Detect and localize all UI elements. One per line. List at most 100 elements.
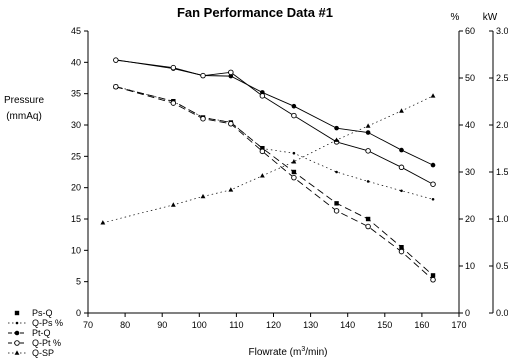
data-point — [200, 115, 206, 122]
x-tick-label: 80 — [120, 320, 130, 330]
y-tick-label: 25 — [71, 151, 81, 161]
data-point — [398, 164, 405, 171]
y3-tick-label: 1.5 — [496, 167, 508, 177]
data-point — [365, 148, 371, 154]
x-tick-label: 120 — [266, 320, 281, 330]
data-point — [399, 147, 404, 153]
y-tick-label: 30 — [71, 120, 81, 130]
series-q-sp — [100, 93, 436, 225]
series-ps-q — [113, 84, 436, 278]
data-point — [333, 208, 340, 214]
y2-tick-label: 30 — [465, 167, 475, 177]
data-point — [398, 248, 405, 255]
series-line — [102, 95, 434, 224]
legend-label: Pt-Q — [32, 328, 51, 338]
legend-item: Q-Ps % — [8, 318, 63, 328]
y3-tick-label: 0.5 — [496, 261, 508, 271]
series-q-pt — [113, 84, 436, 283]
data-point — [400, 189, 403, 193]
y-tick-label: 20 — [71, 183, 81, 193]
series-q-ps — [114, 85, 435, 201]
legend-item: Ps-Q — [14, 308, 53, 318]
data-point — [200, 72, 206, 79]
y3-tick-label: 1.0 — [496, 214, 508, 224]
data-point — [291, 112, 297, 119]
data-point — [291, 169, 297, 175]
data-point — [430, 181, 436, 187]
data-point — [334, 137, 339, 142]
y2-axis-label: % — [451, 12, 460, 23]
y2-tick-label: 50 — [465, 73, 475, 83]
y3-tick-label: 2.0 — [496, 120, 508, 130]
data-point — [366, 180, 370, 183]
x-tick-label: 110 — [229, 320, 243, 330]
series-line — [115, 59, 434, 185]
data-point — [291, 103, 297, 109]
data-point — [170, 202, 176, 207]
y3-axis-label: kW — [483, 12, 498, 23]
data-point — [259, 173, 265, 178]
x-tick-label: 160 — [414, 320, 429, 330]
y-tick-label: 40 — [71, 57, 81, 67]
y2-tick-label: 40 — [465, 120, 475, 130]
x-tick-label: 170 — [451, 320, 466, 330]
legend: Ps-QQ-Ps %Pt-QQ-Pt %Q-SP — [8, 308, 63, 358]
x-tick-label: 100 — [192, 320, 207, 330]
data-point — [430, 162, 436, 168]
data-point — [170, 100, 177, 106]
data-point — [335, 170, 338, 174]
data-point — [334, 201, 339, 206]
series-pt-q — [113, 57, 436, 168]
legend-marker — [14, 330, 20, 336]
y-tick-label: 10 — [71, 245, 81, 255]
x-tick-label: 70 — [83, 320, 93, 330]
x-axis-label: Flowrate (m3/min) — [249, 346, 328, 358]
y-axis-label-line1: Pressure — [4, 95, 44, 106]
data-point — [430, 273, 436, 278]
data-point — [228, 73, 234, 79]
series-line — [115, 86, 434, 276]
data-point — [259, 93, 266, 99]
x-tick-label: 140 — [340, 320, 355, 330]
y3-tick-label: 2.5 — [496, 73, 508, 83]
series-line — [115, 59, 434, 166]
data-point — [113, 57, 119, 63]
axes: 70 80 90 100 110 120 130 140 150 160 1700510152025… — [71, 26, 508, 330]
y2-tick-label: 60 — [465, 26, 475, 36]
legend-label: Q-SP — [32, 348, 54, 358]
data-point — [200, 193, 206, 199]
y-tick-label: 0 — [76, 308, 81, 318]
data-point — [259, 148, 266, 155]
legend-marker — [14, 350, 20, 355]
legend-item: Pt-Q — [8, 328, 51, 338]
y2-tick-label: 20 — [465, 214, 475, 224]
legend-marker — [15, 321, 19, 325]
data-point — [365, 216, 371, 222]
data-point — [228, 187, 234, 192]
y3-tick-label: 0.0 — [496, 308, 508, 318]
data-point — [228, 120, 234, 127]
y-tick-label: 15 — [71, 214, 81, 224]
x-tick-label: 150 — [377, 320, 392, 330]
data-point — [113, 84, 119, 90]
legend-marker — [14, 310, 20, 316]
data-point — [334, 125, 339, 131]
data-point — [291, 174, 297, 181]
y2-tick-label: 0 — [465, 308, 470, 318]
chart-title: Fan Performance Data #1 — [177, 5, 333, 20]
series-q-pt — [113, 57, 436, 187]
legend-item: Q-SP — [8, 348, 54, 358]
legend-label: Ps-Q — [32, 308, 53, 318]
x-tick-label: 90 — [157, 320, 167, 330]
data-point — [100, 220, 106, 225]
data-point — [430, 277, 436, 283]
y-tick-label: 45 — [71, 26, 81, 36]
legend-item: Q-Pt % — [8, 338, 61, 348]
data-point — [170, 64, 177, 71]
y3-tick-label: 3.0 — [496, 26, 508, 36]
series-layer — [100, 57, 436, 283]
y-tick-label: 5 — [76, 277, 81, 287]
data-point — [399, 245, 404, 250]
data-point — [365, 130, 371, 135]
